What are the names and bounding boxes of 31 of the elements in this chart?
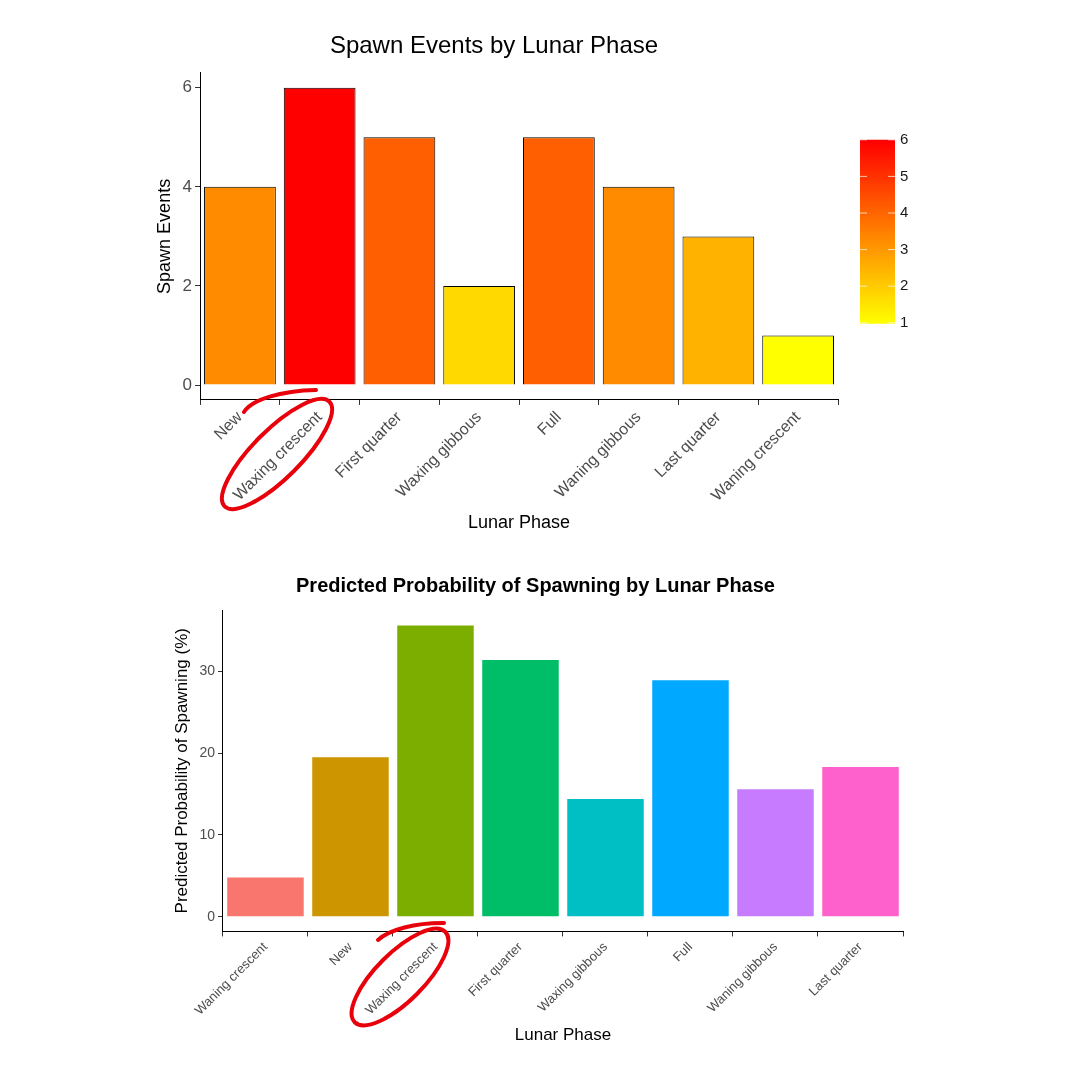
bar: [822, 767, 899, 917]
x-axis-title: Lunar Phase: [467, 512, 571, 533]
y-tick-label: 0: [182, 374, 193, 394]
x-tick-label: Full: [533, 407, 565, 439]
bar: [567, 798, 644, 917]
color-bar-label: 5: [900, 166, 909, 184]
y-tick-label: 2: [182, 275, 193, 295]
color-bar-label: 6: [900, 129, 909, 147]
y-tick-label: 30: [199, 662, 216, 679]
y-tick-label: 20: [199, 744, 216, 760]
x-tick-label: Full: [669, 938, 696, 965]
y-tick-label: 10: [199, 825, 216, 842]
bar: [737, 789, 814, 917]
bar: [652, 680, 729, 917]
y-tick-label: 6: [182, 77, 193, 97]
bar: [397, 625, 474, 917]
chart-title: Predicted Probability of Spawning by Lunar Phase: [296, 573, 775, 596]
color-bar-label: 4: [900, 203, 909, 221]
bar: [227, 877, 304, 917]
y-tick-label: 0: [207, 907, 216, 924]
x-tick-label: New: [326, 938, 356, 969]
y-axis-title: Predicted Probability of Spawning (%): [171, 628, 191, 914]
color-bar-label: 2: [900, 276, 909, 294]
color-bar-label: 1: [900, 312, 909, 330]
y-tick-label: 4: [182, 176, 193, 196]
chart-title: Spawn Events by Lunar Phase: [329, 31, 659, 59]
color-bar-label: 3: [900, 239, 909, 257]
bar: [312, 757, 389, 917]
x-axis-title: Lunar Phase: [514, 1025, 612, 1045]
y-axis-title: Spawn Events: [153, 178, 174, 294]
bar: [482, 659, 559, 917]
